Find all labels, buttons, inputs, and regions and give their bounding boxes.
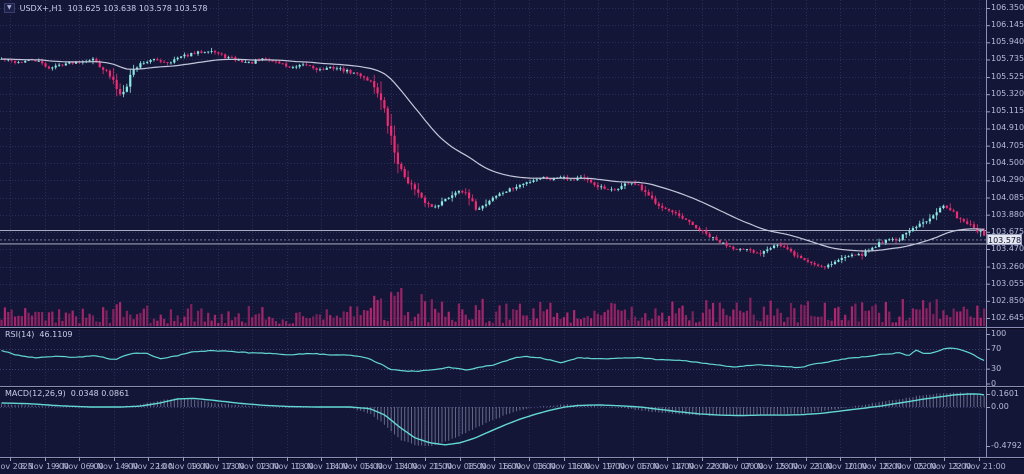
time-axis-label: 13 Nov 10:00 <box>259 462 314 471</box>
time-axis-label: 16 Nov 11:00 <box>536 462 591 471</box>
macd-indicator-values: 0.0348 0.0861 <box>70 389 130 398</box>
price-axis-label: 102.850 <box>991 295 1024 305</box>
time-axis-label: 21 Nov 10:00 <box>813 462 868 471</box>
time-axis-label: 9 Nov 22:00 <box>123 462 173 471</box>
time-axis-label: 10 Nov 09:00 <box>156 462 210 471</box>
price-axis-label: 103.675 <box>991 226 1024 236</box>
current-price-badge: 103.578 <box>987 234 1022 246</box>
rsi-indicator-name: RSI(14) <box>5 330 35 339</box>
time-axis-label: 15 Nov 16:00 <box>467 462 522 471</box>
time-axis-label: 20 Nov 23:00 <box>778 462 833 471</box>
time-axis-label: 22 Nov 21:00 <box>951 462 1006 471</box>
rsi-indicator-value: 46.1109 <box>39 330 73 339</box>
time-axis-label: 14 Nov 13:00 <box>363 462 418 471</box>
price-axis-label: 103.880 <box>991 209 1024 219</box>
macd-axis-label: 0.00 <box>991 402 1009 411</box>
chart-header: ▼ USDX+,H1 103.625 103.638 103.578 103.5… <box>4 3 208 13</box>
time-axis-label: 20 Nov 15:00 <box>744 462 799 471</box>
time-axis-label: 8 Nov 19:00 <box>20 462 70 471</box>
price-axis-label: 104.085 <box>991 192 1024 202</box>
price-axis-label: 104.705 <box>991 140 1024 150</box>
rsi-axis-label: 30 <box>991 363 1002 373</box>
price-axis-label: 104.910 <box>991 123 1024 133</box>
price-axis-label: 105.735 <box>991 54 1024 64</box>
time-axis-label: 9 Nov 06:00 <box>54 462 104 471</box>
time-axis-label: 13 Nov 02:00 <box>225 462 280 471</box>
price-axis-label: 103.470 <box>991 243 1024 253</box>
price-axis-label: 105.115 <box>991 106 1024 116</box>
time-axis-label: 17 Nov 06:00 <box>605 462 660 471</box>
price-axis-label: 102.645 <box>991 313 1024 322</box>
time-axis-label: 9 Nov 14:00 <box>89 462 139 471</box>
price-axis-label: 103.260 <box>991 261 1024 271</box>
macd-axis-label: -0.4792 <box>991 441 1022 450</box>
time-axis-label: 17 Nov 22:00 <box>675 462 729 471</box>
price-axis-label: 105.525 <box>991 72 1024 82</box>
time-axis-label: 22 Nov 05:00 <box>882 462 937 471</box>
price-axis-label: 106.350 <box>991 3 1024 12</box>
rsi-pane-label: RSI(14) 46.1109 <box>5 330 73 339</box>
ohlc-values: 103.625 103.638 103.578 103.578 <box>67 3 208 13</box>
symbol-dropdown-icon[interactable]: ▼ <box>4 3 15 13</box>
price-axis-label: 105.940 <box>991 37 1024 47</box>
time-axis-label: 8 Nov 2023 <box>0 462 34 471</box>
time-axis-label: 22 Nov 13:00 <box>917 462 972 471</box>
price-axis-label: 104.290 <box>991 175 1024 185</box>
rsi-axis-label: 100 <box>991 329 1007 338</box>
time-axis-label: 20 Nov 07:00 <box>709 462 764 471</box>
price-axis-label: 105.320 <box>991 89 1024 99</box>
time-axis-label: 16 Nov 03:00 <box>502 462 556 471</box>
time-axis-label: 14 Nov 05:00 <box>329 462 383 471</box>
macd-pane-label: MACD(12,26,9) 0.0348 0.0861 <box>5 389 129 398</box>
time-axis-label: 17 Nov 14:00 <box>640 462 695 471</box>
time-axis-label: 16 Nov 19:00 <box>571 462 626 471</box>
price-axis-label: 103.055 <box>991 278 1024 288</box>
rsi-axis-label: 0 <box>991 378 997 388</box>
time-axis-label: 21 Nov 18:00 <box>848 462 902 471</box>
price-axis-label: 106.145 <box>991 20 1024 30</box>
macd-indicator-name: MACD(12,26,9) <box>5 389 66 398</box>
symbol-title: USDX+,H1 <box>19 3 63 13</box>
time-axis-label: 14 Nov 21:00 <box>398 462 453 471</box>
time-axis-label: 13 Nov 18:00 <box>294 462 349 471</box>
macd-axis-label: 0.1601 <box>991 388 1019 398</box>
time-axis-label: 10 Nov 17:00 <box>190 462 245 471</box>
price-axis-label: 104.500 <box>991 157 1024 167</box>
time-axis-label: 15 Nov 08:00 <box>432 462 487 471</box>
rsi-axis-label: 70 <box>991 343 1002 353</box>
